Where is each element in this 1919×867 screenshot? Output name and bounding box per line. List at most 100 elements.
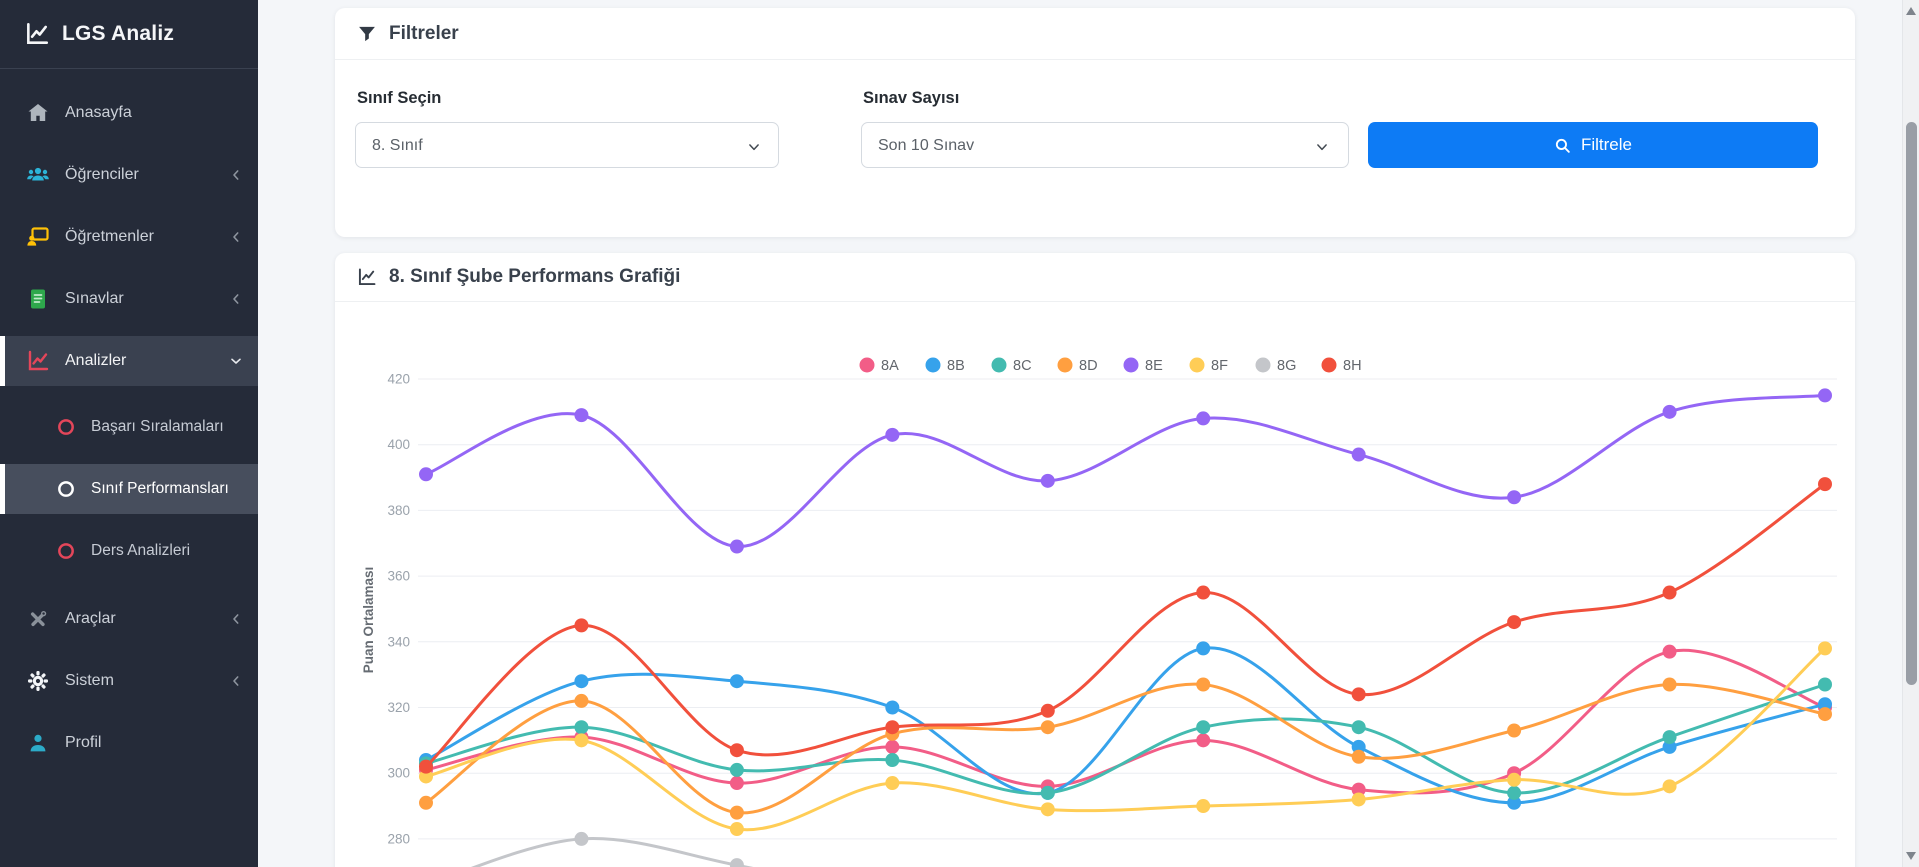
circle-icon [58,543,74,559]
data-point-8C [729,762,744,777]
data-point-8F [885,776,900,791]
sidebar-item-sinavlar[interactable]: Sınavlar [0,274,258,324]
sidebar-item-analizler[interactable]: Analizler [0,336,258,386]
svg-text:8F: 8F [1211,358,1228,374]
sidebar-item-sinif-performanslari[interactable]: Sınıf Performansları [0,464,258,514]
filter-button[interactable]: Filtrele [1368,122,1818,168]
gear-icon [28,671,48,691]
series-line-8D [424,682,1827,815]
sidebar-item-ogretmenler[interactable]: Öğretmenler [0,212,258,262]
data-point-8H [1662,585,1677,600]
data-point-8C [574,720,589,735]
chart-line-icon [358,268,376,286]
legend-item-8H[interactable]: 8H [1321,357,1362,375]
series-line-8H [424,482,1827,769]
chevron-down-icon [231,358,241,364]
brand-title: LGS Analiz [62,22,175,45]
data-point-8F [1507,772,1522,787]
data-point-8E [1662,404,1677,419]
y-tick-label: 360 [387,569,410,584]
page-scrollbar[interactable] [1902,0,1919,867]
scrollbar-down-arrow-icon[interactable] [1906,852,1916,862]
scrollbar-up-arrow-icon[interactable] [1906,5,1916,15]
search-icon [1555,138,1570,153]
sidebar-nav: Anasayfa Öğrenciler [0,69,258,780]
legend-item-8G[interactable]: 8G [1255,357,1297,375]
svg-text:8B: 8B [947,358,965,374]
filters-card-header: Filtreler [335,8,1855,60]
data-point-8B [574,674,589,689]
sidebar-item-basari-siralamalari[interactable]: Başarı Sıralamaları [0,402,258,452]
data-point-8B [1818,697,1832,712]
chevron-left-icon [233,232,239,242]
series-line-8E [424,393,1827,549]
data-point-8C [1818,677,1832,692]
filter-funnel-icon [359,26,375,41]
sidebar-item-profil[interactable]: Profil [0,718,258,768]
svg-text:8E: 8E [1145,358,1163,374]
svg-text:8D: 8D [1079,358,1098,374]
data-point-8E [885,427,900,442]
data-point-8D [419,795,433,810]
data-point-8B [729,674,744,689]
sidebar-item-label: Anasayfa [65,104,132,121]
performance-line-chart: 420 400 380 360 340 320 300 280 Puan Ortalaması 8… [361,357,1837,867]
data-point-8C [885,753,900,768]
data-point-8F [1351,792,1366,807]
data-point-8G [729,858,744,867]
data-point-8C [1196,720,1211,735]
class-select[interactable]: 8. Sınıf [355,122,779,168]
data-point-8D [1507,723,1522,738]
data-point-8A [885,739,900,754]
data-point-8E [1351,447,1366,462]
data-point-8D [1040,720,1055,735]
legend-item-8F[interactable]: 8F [1189,357,1229,375]
data-point-8D [574,693,589,708]
data-point-8E [1196,411,1211,426]
sidebar-item-sistem[interactable]: Sistem [0,656,258,706]
y-axis-title: Puan Ortalaması [361,567,376,674]
legend-item-8A[interactable]: 8A [859,357,900,375]
data-point-8F [1040,802,1055,817]
data-point-8F [1662,779,1677,794]
teacher-icon [27,227,49,246]
data-point-8B [1196,641,1211,656]
home-icon [28,104,48,121]
sidebar: LGS Analiz Anasayfa Öğrenciler [0,0,258,867]
data-point-8F [1196,799,1211,814]
sidebar-item-ders-analizleri[interactable]: Ders Analizleri [0,526,258,576]
svg-text:8G: 8G [1277,358,1296,374]
user-icon [30,734,46,752]
data-point-8E [574,408,589,423]
sidebar-item-araclar[interactable]: Araçlar [0,594,258,644]
sidebar-item-label: Profil [65,734,102,751]
scrollbar-thumb[interactable] [1906,122,1917,685]
data-point-8B [1507,795,1522,810]
legend-item-8D[interactable]: 8D [1057,357,1098,375]
data-point-8E [729,539,744,554]
y-tick-label: 300 [387,766,410,781]
series-line-8C [424,683,1827,795]
legend-item-8B[interactable]: 8B [925,357,965,375]
sidebar-item-anasayfa[interactable]: Anasayfa [0,88,258,138]
exam-count-select[interactable]: Son 10 Sınav [861,122,1349,168]
data-point-8D [1351,749,1366,764]
main-content: Filtreler Sınıf Seçin 8. Sınıf Sınav Say… [258,0,1902,867]
data-point-8F [419,769,433,784]
users-icon [27,167,49,181]
legend-item-8C[interactable]: 8C [991,357,1032,375]
chevron-left-icon [233,676,239,686]
brand[interactable]: LGS Analiz [0,0,258,69]
y-tick-label: 380 [387,503,410,518]
data-point-8F [1818,641,1832,656]
data-point-8D [729,805,744,820]
sidebar-item-ogrenciler[interactable]: Öğrenciler [0,150,258,200]
svg-text:8H: 8H [1343,358,1362,374]
data-point-8E [1507,490,1522,505]
sidebar-item-label: Öğrenciler [65,166,139,183]
sidebar-analizler-children: Başarı Sıralamaları Sınıf Performansları… [0,402,258,588]
data-point-8F [574,733,589,748]
legend-item-8E[interactable]: 8E [1123,357,1164,375]
data-point-8G [574,831,589,846]
data-point-8E [1818,388,1832,403]
